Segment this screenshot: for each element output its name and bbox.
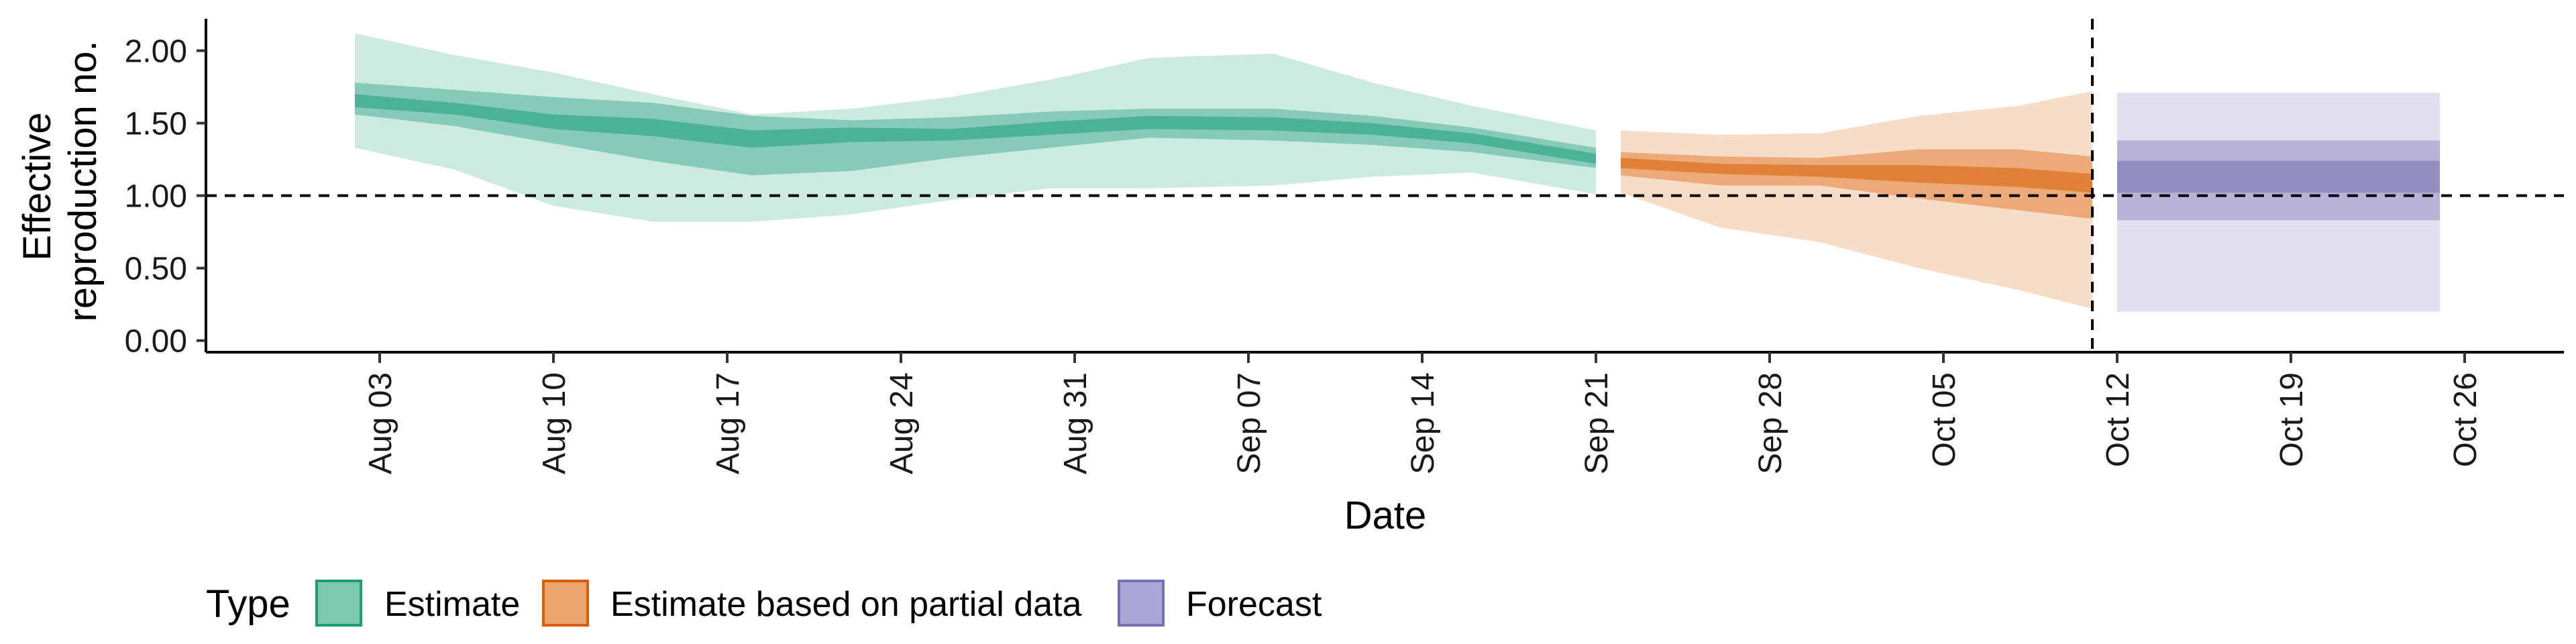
- x-tick-label: Aug 10: [537, 372, 572, 474]
- y-tick-label: 1.50: [125, 107, 187, 142]
- legend-item-partial: Estimate based on partial data: [542, 580, 1082, 627]
- y-axis-title: Effective reproduction no.: [15, 40, 105, 321]
- x-tick-label: Oct 12: [2100, 372, 2136, 467]
- series-bands: [355, 33, 2440, 312]
- series-estimate: [355, 33, 1596, 222]
- x-axis-title: Date: [1344, 494, 1427, 537]
- y-tick-label: 0.50: [125, 252, 187, 287]
- legend-swatch-partial: [542, 580, 589, 627]
- legend-label-forecast: Forecast: [1186, 585, 1322, 624]
- y-tick-label: 1.00: [125, 179, 187, 215]
- x-tick-label: Aug 03: [363, 372, 398, 474]
- series-estimate-based-on-partial-data: [1621, 91, 2092, 309]
- x-tick-label: Sep 21: [1579, 372, 1615, 474]
- legend-swatch-estimate: [315, 580, 362, 627]
- y-tick-label: 0.00: [125, 324, 187, 360]
- x-tick-label: Sep 07: [1232, 372, 1267, 474]
- x-tick-label: Oct 26: [2448, 372, 2483, 467]
- x-tick-label: Sep 14: [1405, 372, 1441, 474]
- x-tick-label: Sep 28: [1753, 372, 1788, 474]
- x-tick-label: Aug 31: [1058, 372, 1093, 474]
- estimate-based-on-partial-data-band-90: [1621, 91, 2092, 309]
- legend-item-forecast: Forecast: [1118, 580, 1322, 627]
- legend-label-partial: Estimate based on partial data: [610, 585, 1082, 624]
- forecast-band-90: [2117, 93, 2440, 312]
- x-tick-label: Aug 24: [884, 372, 920, 474]
- x-tick-label: Aug 17: [710, 372, 746, 474]
- y-tick-label: 2.00: [125, 34, 187, 70]
- axes: [205, 19, 2564, 354]
- y-axis-title-line-2: reproduction no.: [61, 40, 105, 321]
- x-tick-label: Oct 19: [2274, 372, 2310, 467]
- legend: Type Estimate Estimate based on partial …: [206, 580, 1322, 627]
- legend-item-estimate: Estimate: [315, 580, 520, 627]
- legend-label-estimate: Estimate: [384, 585, 520, 624]
- forecast-band-20: [2117, 160, 2440, 193]
- estimate-band-20: [355, 94, 1596, 164]
- x-tick-label: Oct 05: [1927, 372, 1962, 467]
- x-ticks: Aug 03 Aug 10 Aug 17 Aug 24 Aug 31 Sep 07 Sep …: [363, 352, 2483, 474]
- y-axis-title-line-1: Effective: [15, 112, 59, 260]
- y-ticks: 0.00 0.50 1.00 1.50 2.00: [125, 34, 206, 360]
- estimate-based-on-partial-data-band-20: [1621, 158, 2092, 193]
- legend-title: Type: [206, 582, 290, 626]
- legend-swatch-forecast: [1118, 580, 1165, 627]
- series-forecast: [2117, 93, 2440, 312]
